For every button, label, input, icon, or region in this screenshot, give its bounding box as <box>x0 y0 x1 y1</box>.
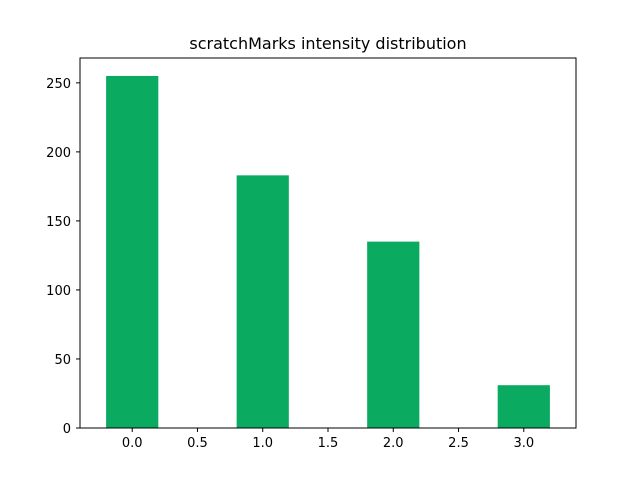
x-tick-label: 2.5 <box>448 436 469 451</box>
bar-0 <box>106 75 159 429</box>
chart-title: scratchMarks intensity distribution <box>189 34 466 53</box>
bar-1 <box>236 175 289 428</box>
x-tick-label: 0.0 <box>122 436 143 451</box>
y-tick-label: 0 <box>63 422 71 437</box>
bars-group <box>106 75 550 429</box>
y-tick-label: 150 <box>46 215 71 230</box>
x-tick-label: 3.0 <box>513 436 534 451</box>
y-tick-label: 100 <box>46 284 71 299</box>
bar-3 <box>497 385 550 428</box>
y-axis: 0 50 100 150 200 250 <box>46 77 80 437</box>
y-tick-label: 50 <box>54 353 71 368</box>
y-tick-label: 250 <box>46 77 71 92</box>
x-tick-label: 0.5 <box>187 436 208 451</box>
x-tick-label: 1.5 <box>318 436 339 451</box>
y-tick-label: 200 <box>46 146 71 161</box>
x-tick-label: 1.0 <box>252 436 273 451</box>
x-axis: 0.0 0.5 1.0 1.5 2.0 2.5 3.0 <box>122 428 534 451</box>
bar-2 <box>367 241 420 428</box>
x-tick-label: 2.0 <box>383 436 404 451</box>
